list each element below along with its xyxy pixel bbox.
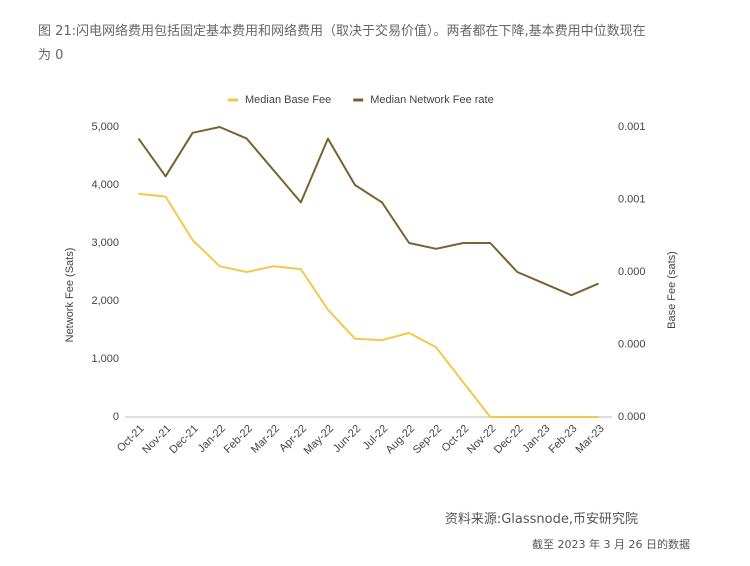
y-tick-label: 5,000 [91, 121, 119, 133]
y2-tick-label: 0.001 [618, 121, 646, 133]
note: 截至 2023 年 3 月 26 日的数据 [532, 538, 690, 551]
y2-tick-label: 0.000 [618, 411, 646, 423]
y-tick-label: 3,000 [91, 237, 119, 249]
x-tick-label: Feb-23 [546, 423, 579, 456]
x-tick-label: Nov-22 [465, 423, 499, 457]
x-tick-label: Jan-22 [196, 423, 228, 455]
y2-tick-label: 0.001 [618, 193, 646, 205]
y-tick-label: 0 [113, 411, 119, 423]
figure-title: 图 21:闪电网络费用包括固定基本费用和网络费用（取决于交易价值）。两者都在下降… [38, 24, 646, 63]
y2-tick-label: 0.000 [618, 266, 646, 278]
x-tick-label: Dec-21 [167, 423, 201, 457]
x-tick-label: Nov-21 [140, 423, 174, 457]
legend-label: Median Base Fee [245, 94, 331, 106]
y-axis-title: Network Fee (Sats) [64, 248, 76, 343]
x-tick-label: Mar-22 [249, 423, 282, 456]
x-tick-label: Mar-23 [574, 423, 607, 456]
x-tick-label: Feb-22 [222, 423, 255, 456]
series-line [138, 192, 599, 418]
x-tick-label: Jan-23 [520, 423, 552, 455]
series-line [137, 126, 599, 297]
x-tick-label: Aug-22 [384, 423, 418, 457]
y-tick-label: 2,000 [91, 295, 119, 307]
x-tick-label: May-22 [302, 423, 336, 457]
y2-tick-label: 0.000 [618, 338, 646, 350]
y2-axis-title: Base Fee (sats) [666, 251, 678, 329]
source: 资料来源:Glassnode,币安研究院 [444, 512, 638, 527]
legend-label: Median Network Fee rate [370, 94, 494, 106]
x-tick-label: Jun-22 [331, 423, 363, 455]
x-tick-label: Dec-22 [492, 423, 526, 457]
x-tick-label: Sep-22 [411, 423, 445, 457]
y-tick-label: 4,000 [91, 179, 119, 191]
y-tick-label: 1,000 [91, 353, 119, 365]
